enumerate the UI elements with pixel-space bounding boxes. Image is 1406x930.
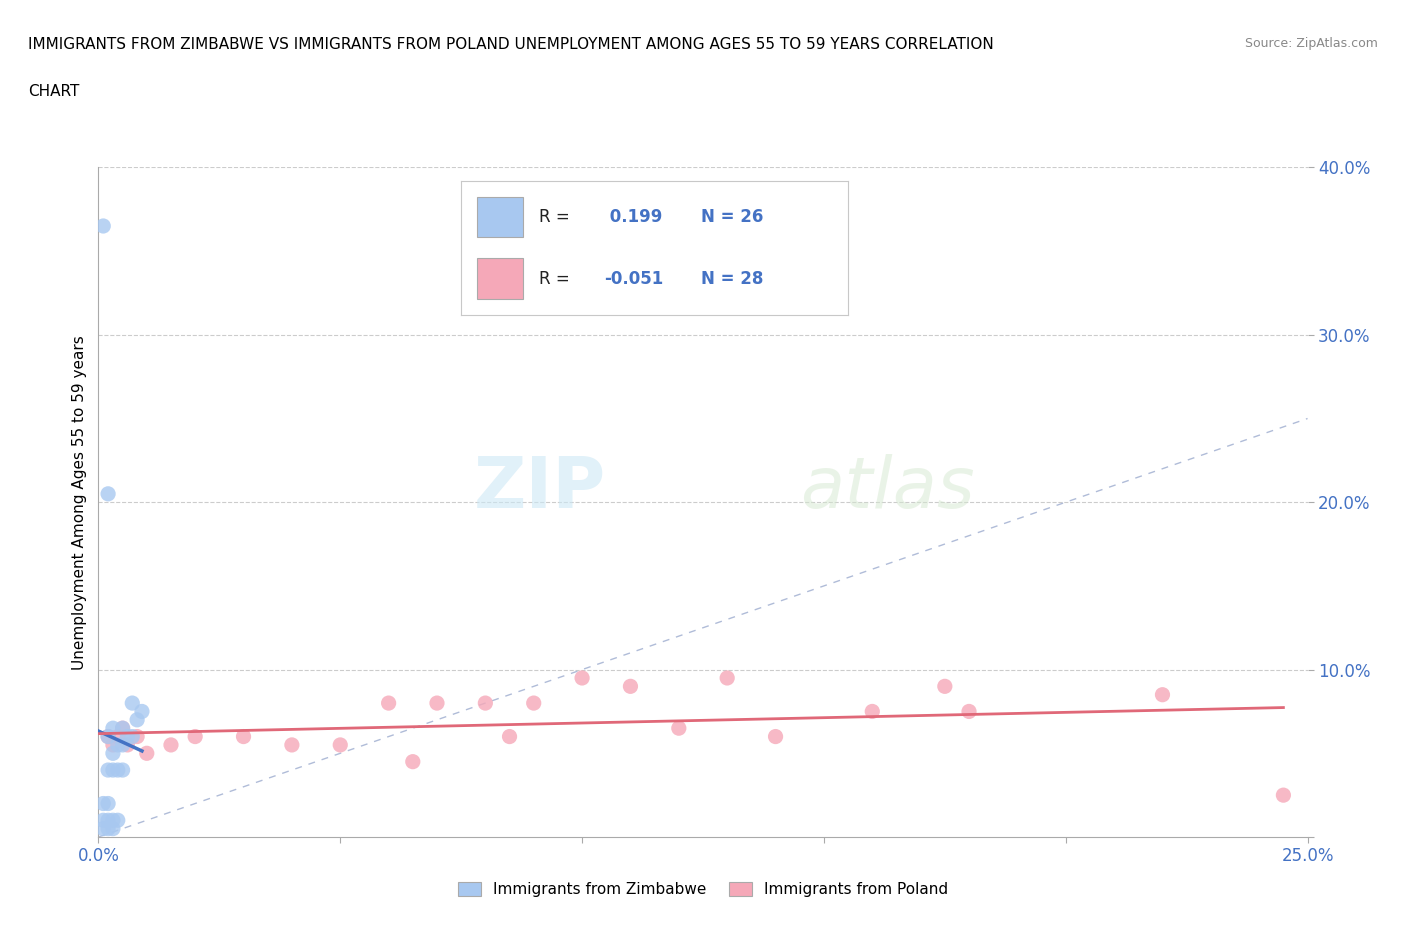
Point xyxy=(111,721,134,736)
Point xyxy=(131,704,153,719)
Point xyxy=(232,729,254,744)
Point xyxy=(97,813,120,828)
Point xyxy=(135,746,157,761)
Point xyxy=(111,737,134,752)
Point xyxy=(402,754,425,769)
Point xyxy=(474,696,496,711)
Point xyxy=(91,796,114,811)
Point xyxy=(107,737,129,752)
Point xyxy=(97,821,120,836)
Point xyxy=(1272,788,1295,803)
Point xyxy=(101,763,124,777)
Point xyxy=(101,721,124,736)
Point xyxy=(107,729,129,744)
Point xyxy=(91,813,114,828)
Point xyxy=(121,696,143,711)
Point xyxy=(111,721,134,736)
Point xyxy=(117,737,139,752)
Point xyxy=(160,737,183,752)
Point xyxy=(111,763,134,777)
Legend: Immigrants from Zimbabwe, Immigrants from Poland: Immigrants from Zimbabwe, Immigrants fro… xyxy=(451,876,955,903)
Point xyxy=(91,821,114,836)
Point xyxy=(957,704,980,719)
Text: IMMIGRANTS FROM ZIMBABWE VS IMMIGRANTS FROM POLAND UNEMPLOYMENT AMONG AGES 55 TO: IMMIGRANTS FROM ZIMBABWE VS IMMIGRANTS F… xyxy=(28,37,994,52)
Point xyxy=(91,219,114,233)
Point xyxy=(97,763,120,777)
Point xyxy=(765,729,787,744)
Point xyxy=(281,737,304,752)
Text: Source: ZipAtlas.com: Source: ZipAtlas.com xyxy=(1244,37,1378,50)
Point xyxy=(97,729,120,744)
Text: CHART: CHART xyxy=(28,84,80,99)
Point xyxy=(860,704,883,719)
Point xyxy=(101,737,124,752)
Point xyxy=(107,763,129,777)
Point xyxy=(97,729,120,744)
Point xyxy=(97,486,120,501)
Point xyxy=(523,696,546,711)
Point xyxy=(329,737,352,752)
Text: ZIP: ZIP xyxy=(474,455,606,524)
Point xyxy=(498,729,520,744)
Point xyxy=(668,721,690,736)
Point xyxy=(571,671,593,685)
Point xyxy=(97,796,120,811)
Point xyxy=(716,671,738,685)
Point xyxy=(1152,687,1174,702)
Point xyxy=(107,813,129,828)
Point xyxy=(127,729,149,744)
Point xyxy=(426,696,449,711)
Y-axis label: Unemployment Among Ages 55 to 59 years: Unemployment Among Ages 55 to 59 years xyxy=(72,335,87,670)
Point xyxy=(101,813,124,828)
Point xyxy=(121,729,143,744)
Point xyxy=(127,712,149,727)
Point xyxy=(377,696,399,711)
Point xyxy=(184,729,207,744)
Point xyxy=(934,679,956,694)
Point xyxy=(101,821,124,836)
Text: atlas: atlas xyxy=(800,455,974,524)
Point xyxy=(117,729,139,744)
Point xyxy=(101,746,124,761)
Point xyxy=(619,679,641,694)
